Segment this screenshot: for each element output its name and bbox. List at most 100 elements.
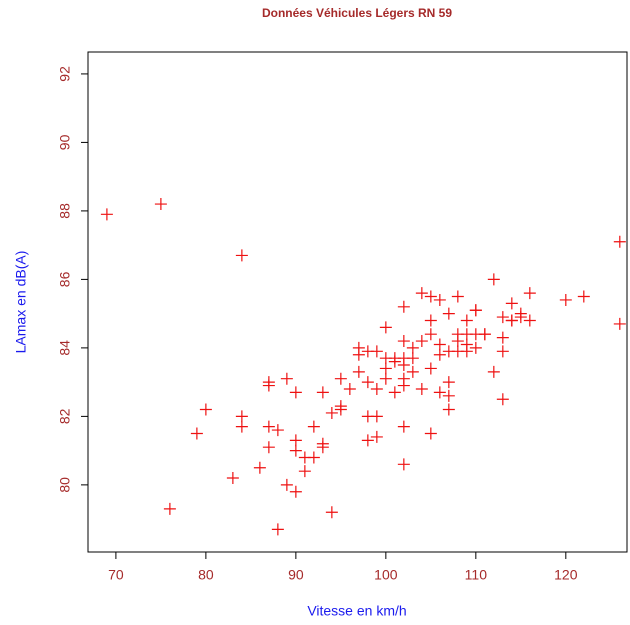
point (379, 372, 392, 385)
y-tick-label: 86 (57, 271, 73, 287)
point (361, 434, 374, 447)
point (190, 427, 203, 440)
point (424, 328, 437, 341)
point (433, 293, 446, 306)
point (100, 208, 113, 221)
point (280, 478, 293, 491)
point (451, 335, 464, 348)
point (235, 410, 248, 423)
point (469, 304, 482, 317)
point (415, 382, 428, 395)
point (487, 365, 500, 378)
x-tick-label: 90 (288, 567, 304, 583)
point (496, 345, 509, 358)
point (523, 314, 536, 327)
point (307, 420, 320, 433)
point (406, 352, 419, 365)
point (361, 376, 374, 389)
x-tick-label: 70 (108, 567, 124, 583)
point (271, 523, 284, 536)
y-tick-label: 92 (57, 66, 73, 82)
point (370, 345, 383, 358)
point (388, 386, 401, 399)
point (289, 485, 302, 498)
chart-title: Données Véhicules Légers RN 59 (262, 6, 452, 20)
y-tick-label: 84 (57, 340, 73, 356)
point (289, 434, 302, 447)
y-tick-label: 82 (57, 408, 73, 424)
point (325, 506, 338, 519)
point (343, 382, 356, 395)
point (406, 365, 419, 378)
point (262, 379, 275, 392)
y-tick-label: 88 (57, 203, 73, 219)
point (415, 335, 428, 348)
point (397, 379, 410, 392)
x-axis-label: Vitesse en km/h (307, 603, 406, 619)
point (433, 348, 446, 361)
point (496, 393, 509, 406)
point (163, 502, 176, 515)
x-tick-label: 80 (198, 567, 214, 583)
point (469, 341, 482, 354)
point (451, 290, 464, 303)
point (334, 372, 347, 385)
point (514, 311, 527, 324)
point (424, 290, 437, 303)
point (226, 472, 239, 485)
point (613, 317, 626, 330)
point (442, 389, 455, 402)
point (433, 386, 446, 399)
point (379, 321, 392, 334)
point (316, 441, 329, 454)
point (271, 424, 284, 437)
x-tick-label: 120 (554, 567, 578, 583)
point (253, 461, 266, 474)
point (289, 444, 302, 457)
point (370, 382, 383, 395)
point (379, 362, 392, 375)
point (199, 403, 212, 416)
point (307, 451, 320, 464)
x-tick-label: 110 (465, 567, 488, 583)
point (496, 331, 509, 344)
point (424, 362, 437, 375)
point (370, 430, 383, 443)
point (289, 386, 302, 399)
point (577, 290, 590, 303)
point (325, 406, 338, 419)
point (316, 386, 329, 399)
point (397, 335, 410, 348)
point (424, 314, 437, 327)
point (352, 365, 365, 378)
point (388, 355, 401, 368)
y-axis-label: LAmax en dB(A) (13, 251, 29, 354)
point (559, 293, 572, 306)
y-tick-label: 90 (57, 134, 73, 150)
point (496, 311, 509, 324)
point (334, 403, 347, 416)
point (397, 420, 410, 433)
point (370, 410, 383, 423)
point (235, 249, 248, 262)
point (460, 314, 473, 327)
point (433, 338, 446, 351)
point (442, 307, 455, 320)
x-tick-label: 100 (374, 567, 398, 583)
point (280, 372, 293, 385)
point (262, 441, 275, 454)
point (613, 235, 626, 248)
point (298, 465, 311, 478)
point (397, 300, 410, 313)
plot-frame (87, 51, 628, 553)
point (352, 348, 365, 361)
point (478, 328, 491, 341)
point (523, 287, 536, 300)
y-tick-label: 80 (57, 477, 73, 493)
point (397, 359, 410, 372)
point (505, 297, 518, 310)
point (442, 376, 455, 389)
point (487, 273, 500, 286)
point (460, 345, 473, 358)
point (406, 341, 419, 354)
